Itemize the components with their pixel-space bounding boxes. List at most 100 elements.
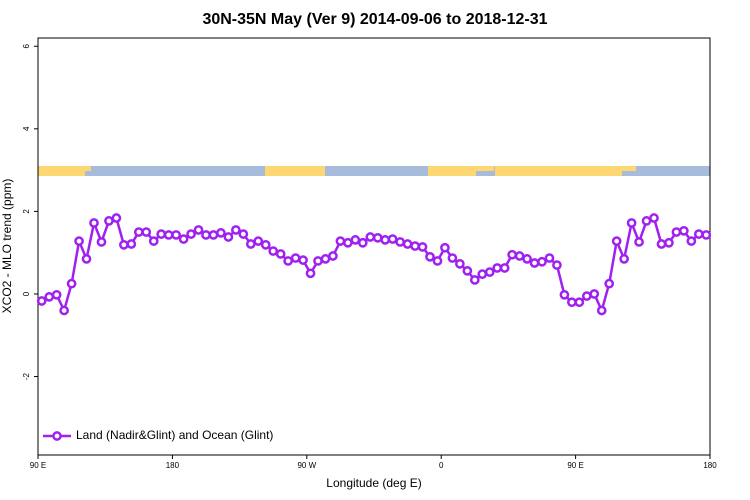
point [223,232,234,242]
point [596,305,607,316]
point [111,213,122,223]
point [402,239,413,249]
point [522,254,532,264]
point [357,237,368,248]
point [626,218,637,228]
point [372,232,383,243]
point [544,253,555,263]
point [619,254,629,264]
point [425,251,435,262]
point [253,236,264,246]
point [671,227,682,237]
point [290,253,301,263]
point [701,230,712,240]
point [148,236,159,246]
y-tick-label: 6 [22,43,31,48]
point [552,260,562,270]
point [574,297,585,308]
point [96,237,107,247]
point [499,263,510,273]
point [51,289,62,300]
x-axis-label: Longitude (deg E) [326,476,421,490]
point [275,249,286,259]
point [462,266,473,276]
point [387,234,398,244]
point [119,239,129,250]
point [36,296,47,306]
point [74,236,84,246]
chart-title: 30N-35N May (Ver 9) 2014-09-06 to 2018-1… [202,11,547,28]
x-tick-label: 90 E [30,461,46,470]
point [484,267,495,277]
y-tick-label: 0 [22,291,31,296]
point [492,263,503,273]
point [589,289,600,299]
point [59,305,69,316]
point [231,225,241,235]
point [537,256,547,267]
x-tick-label: 180 [703,461,717,470]
y-tick-label: 4 [22,126,31,131]
point [343,237,353,248]
point [104,216,114,226]
point [141,227,152,237]
point [432,256,443,266]
point [664,237,674,248]
point [365,232,376,242]
point [611,236,622,246]
point [245,239,256,249]
land-ocean-strip [38,166,710,176]
point [693,229,704,239]
point [641,216,652,226]
point [89,218,99,228]
y-tick-label: 2 [22,209,31,214]
point [395,237,405,247]
point [313,256,323,266]
point [455,258,465,269]
point [66,278,77,289]
point [133,227,144,237]
point [335,236,346,246]
point [208,230,219,240]
point [440,242,450,253]
point [305,268,316,279]
point [320,254,331,264]
point [350,235,361,245]
point [559,289,570,300]
point [238,229,249,239]
point [193,225,204,235]
point [604,278,615,289]
legend-label: Land (Nadir&Glint) and Ocean (Glint) [76,428,273,442]
point [581,291,592,301]
point [469,275,480,285]
point [283,256,293,266]
point [201,230,211,240]
x-tick-label: 0 [439,461,444,470]
point [178,234,189,244]
point [171,230,181,240]
point [447,253,458,263]
point [634,237,644,247]
y-axis-label: XCO2 - MLO trend (ppm) [0,179,14,314]
point [260,239,271,250]
point [44,292,55,302]
point [477,269,488,280]
point [163,230,174,240]
point [686,236,697,246]
point [656,239,667,249]
point [417,242,428,252]
point [529,258,540,268]
point [410,241,420,251]
point [514,251,525,261]
point [679,225,689,236]
legend-marker [52,431,62,441]
point [380,235,391,245]
point [567,297,577,308]
x-tick-label: 90 E [567,461,583,470]
point [216,228,226,238]
plot-frame [37,37,711,456]
point [126,239,137,249]
point [81,254,92,264]
point [186,229,196,239]
